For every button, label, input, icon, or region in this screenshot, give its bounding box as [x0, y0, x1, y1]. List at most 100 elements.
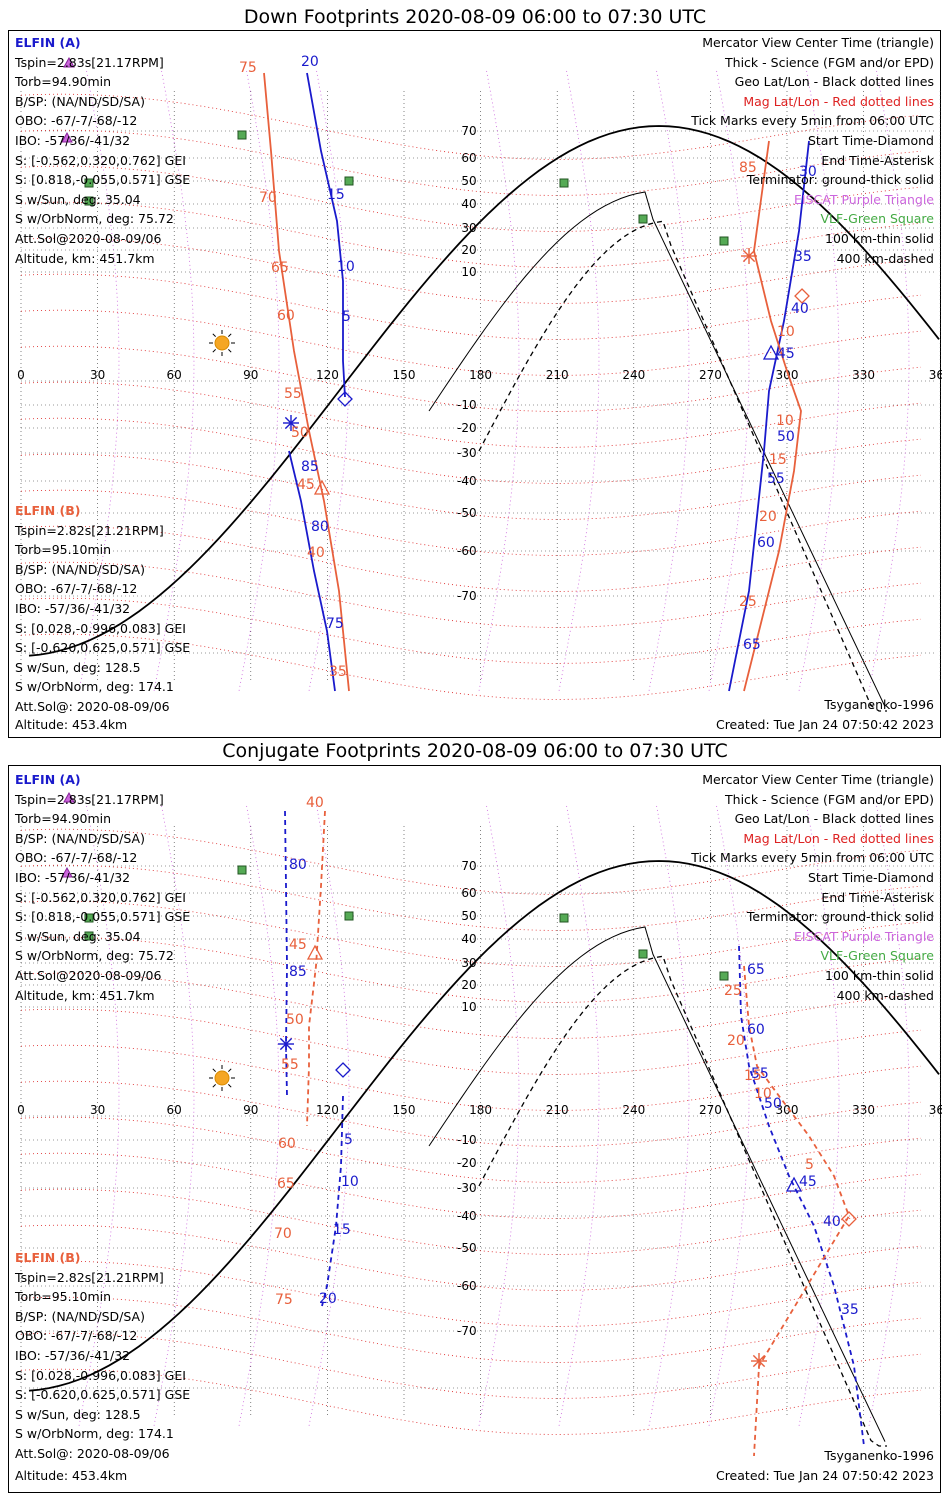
elfin-a-header: ELFIN (A) — [15, 772, 81, 787]
lon-label: 300 — [776, 1103, 799, 1117]
lon-label: 240 — [622, 368, 645, 382]
mag-meridian — [238, 70, 280, 692]
panel-title-conjugate: Conjugate Footprints 2020-08-09 06:00 to… — [222, 740, 728, 762]
elfin-b-tick-label: 40 — [306, 795, 324, 811]
elfin-a-line: S w/Sun, deg: 35.04 — [15, 191, 141, 207]
elfin-a-line: Tspin=2.83s[21.17RPM] — [15, 54, 164, 70]
sun-ray — [228, 333, 232, 337]
mag-parallel — [20, 1332, 922, 1399]
elfin-b-tick-label: 70 — [259, 190, 277, 206]
lon-label: 330 — [852, 1103, 875, 1117]
mag-parallel — [20, 828, 922, 895]
elfin-b-line: B/SP: (NA/ND/SD/SA) — [15, 561, 145, 577]
elfin-b-line: S w/OrbNorm, deg: 174.1 — [15, 1426, 174, 1442]
elfin-b-info: ELFIN (B) Tspin=2.82s[21.21RPM] Torb=95.… — [15, 1248, 190, 1464]
elfin-b-header: ELFIN (B) — [15, 503, 81, 518]
vlf-square — [719, 236, 729, 246]
elfin-b-tick-label: 60 — [277, 308, 295, 324]
mag-parallel — [20, 597, 922, 664]
lon-label: 30 — [90, 368, 105, 382]
lat-label: 50 — [461, 909, 476, 923]
vlf-square — [237, 130, 247, 140]
sun-ray — [228, 1068, 232, 1072]
terminator-400km — [478, 220, 887, 712]
lat-label: 50 — [461, 174, 476, 188]
lon-label: 120 — [316, 368, 339, 382]
elfin-b-altitude: Altitude: 453.4km — [15, 717, 128, 732]
elfin-b-tick-label: 70 — [274, 1226, 292, 1242]
mag-parallel — [20, 165, 922, 232]
mag-meridian — [558, 70, 600, 692]
created-label: Created: Tue Jan 24 07:50:42 2023 — [715, 1468, 934, 1483]
lat-label: -60 — [457, 544, 477, 558]
mag-meridian — [478, 805, 520, 1427]
elfin-a-line: Altitude, km: 451.7km — [15, 987, 155, 1003]
elfin-b-tick-label: 15 — [744, 1068, 762, 1084]
mag-parallel — [20, 1044, 922, 1111]
start-diamond — [841, 1211, 857, 1227]
center-triangle — [313, 479, 331, 495]
elfin-a-line: S: [0.818,-0.055,0.571] GSE — [15, 909, 191, 925]
elfin-a-line: OBO: -67/-7/-68/-12 — [15, 850, 138, 866]
mag-meridian — [868, 70, 910, 692]
mag-parallel — [20, 1296, 922, 1363]
lat-label: -10 — [457, 398, 477, 412]
start-diamond — [337, 391, 353, 407]
elfin-a-tick-label: 55 — [767, 471, 785, 487]
elfin-a-tick-label: 10 — [337, 259, 355, 275]
lat-label: 40 — [461, 932, 476, 946]
elfin-a-track — [738, 945, 865, 1447]
lon-label: 360 — [929, 368, 942, 382]
elfin-b-tick-label: 25 — [724, 983, 742, 999]
elfin-b-tick-label: 75 — [275, 1292, 293, 1308]
mag-meridian — [308, 70, 350, 692]
mag-meridian — [478, 70, 520, 692]
vlf-square — [719, 971, 729, 981]
legend-item: EISCAT Purple Triangle — [794, 928, 934, 944]
mag-meridian — [78, 70, 120, 692]
elfin-a-tick-label: 40 — [823, 1214, 841, 1230]
mag-parallel — [20, 453, 922, 520]
vlf-square — [344, 176, 354, 186]
legend-item: 100 km-thin solid — [825, 230, 934, 246]
elfin-a-line: IBO: -57/36/-41/32 — [15, 132, 131, 148]
elfin-a-tick-label: 45 — [799, 1174, 817, 1190]
lon-label: 90 — [243, 368, 258, 382]
legend-item: Terminator: ground-thick solid — [746, 172, 934, 188]
lat-label: 30 — [461, 221, 476, 235]
legend-item: Mag Lat/Lon - Red dotted lines — [743, 93, 934, 109]
lat-label: -50 — [457, 506, 477, 520]
lon-label: 210 — [546, 368, 569, 382]
elfin-a-line: S w/OrbNorm, deg: 75.72 — [15, 211, 174, 227]
lat-label: -70 — [457, 589, 477, 603]
elfin-a-tick-label: 40 — [791, 301, 809, 317]
elfin-b-line: OBO: -67/-7/-68/-12 — [15, 581, 138, 597]
elfin-a-line: S: [-0.562,0.320,0.762] GEI — [15, 889, 186, 905]
sun-ray — [212, 1068, 216, 1072]
elfin-a-tick-label: 10 — [341, 1174, 359, 1190]
lat-label: 30 — [461, 956, 476, 970]
elfin-a-tick-label: 5 — [344, 1132, 353, 1148]
legend-item: Thick - Science (FGM and/or EPD) — [725, 54, 934, 70]
legend-item: Mercator View Center Time (triangle) — [702, 35, 934, 50]
mag-parallel — [20, 900, 922, 967]
elfin-b-tick-label: 65 — [271, 260, 289, 276]
lat-label: -50 — [457, 1241, 477, 1255]
mag-parallel — [20, 1116, 922, 1183]
legend-item: 400 km-dashed — [836, 987, 934, 1003]
vlf-square — [84, 931, 94, 941]
conjugate-footprints-map: 0 30 60 90 120 150 180 210 240 270 300 330 360 70 60 50… — [17, 791, 942, 1457]
mag-meridian — [708, 805, 750, 1427]
lon-label: 180 — [469, 368, 492, 382]
elfin-b-track — [306, 810, 326, 1127]
elfin-a-tick-label: 15 — [333, 1222, 351, 1238]
end-asterisk — [742, 249, 756, 263]
lat-label: 40 — [461, 197, 476, 211]
terminator-ground — [28, 125, 940, 657]
elfin-b-tick-label: 50 — [286, 1012, 304, 1028]
model-label: Tsyganenko-1996 — [824, 1448, 934, 1463]
lon-label: 150 — [393, 368, 416, 382]
mag-parallel — [20, 345, 922, 412]
eiscat-triangle — [61, 866, 73, 878]
lon-label: 60 — [167, 368, 182, 382]
